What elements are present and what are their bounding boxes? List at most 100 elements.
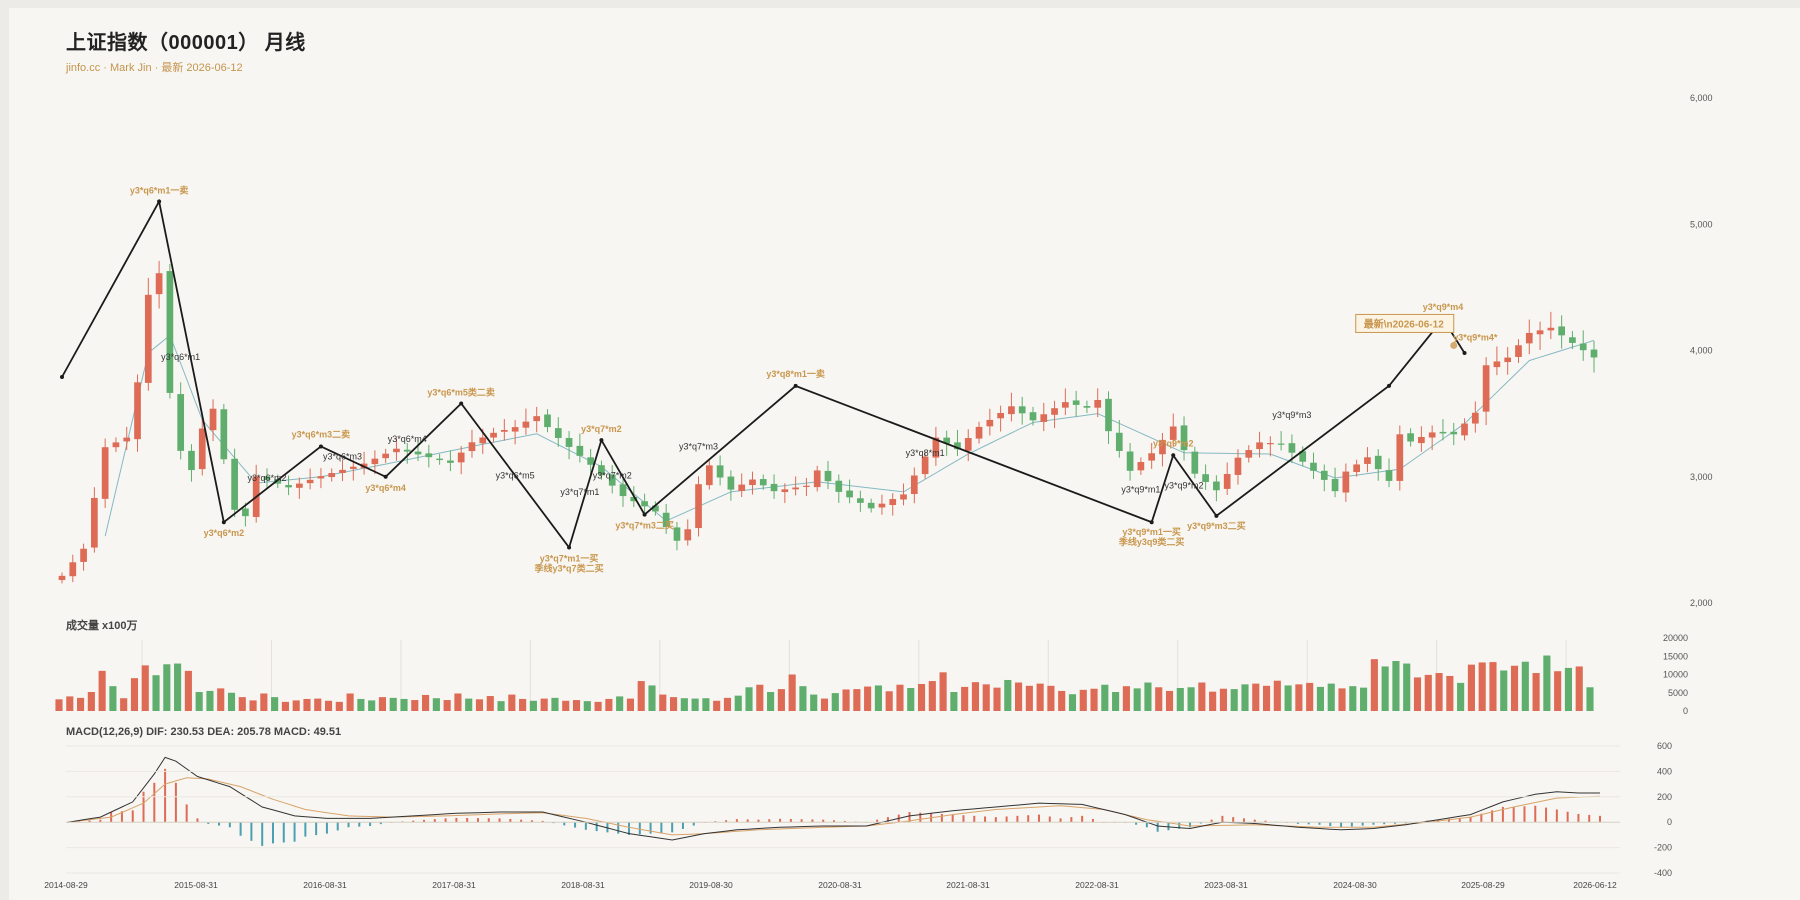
- volume-bar: [1403, 663, 1411, 711]
- candle-body: [1504, 357, 1512, 363]
- volume-bar: [885, 691, 893, 711]
- macd-bar: [1340, 822, 1343, 828]
- candle-body: [188, 450, 195, 471]
- candle-body: [705, 465, 713, 486]
- volume-bar: [1262, 685, 1271, 711]
- candle-body: [662, 512, 670, 527]
- macd-bar: [1329, 822, 1332, 827]
- macd-bar: [1135, 822, 1138, 825]
- candle-body: [1266, 443, 1274, 445]
- date-tick-label: 2021-08-31: [946, 880, 990, 890]
- annotation-label: y3*q7*m3: [679, 441, 718, 451]
- volume-bar: [519, 698, 527, 711]
- candle-body: [1191, 451, 1199, 474]
- volume-bar: [540, 698, 548, 711]
- annotation-label: y3*q6*m3二卖: [292, 428, 351, 439]
- candle-body: [134, 382, 141, 440]
- candle-body: [80, 548, 87, 562]
- macd-bar: [833, 820, 835, 823]
- stroke-vertex: [1462, 351, 1467, 356]
- volume-bar: [907, 688, 915, 711]
- macd-bar: [1566, 811, 1569, 823]
- candle-body: [1482, 365, 1490, 412]
- macd-bar: [1588, 814, 1591, 823]
- annotation-label: y3*q6*m2: [247, 473, 286, 483]
- macd-bar: [293, 822, 296, 842]
- volume-bar: [1198, 682, 1206, 711]
- volume-bar: [55, 699, 63, 711]
- volume-bar: [939, 672, 947, 711]
- candle-body: [1374, 455, 1382, 470]
- candle-body: [1579, 343, 1587, 351]
- macd-bar: [984, 816, 987, 823]
- candle-body: [619, 484, 627, 497]
- volume-bar: [314, 698, 322, 711]
- candle-body: [1493, 361, 1501, 368]
- macd-bar: [261, 822, 264, 846]
- candle-body: [598, 465, 605, 476]
- candle-body: [339, 469, 346, 473]
- candle-body: [1072, 400, 1080, 405]
- candle-body: [1288, 443, 1296, 453]
- candle-body: [1202, 474, 1209, 482]
- macd-bar: [239, 822, 242, 836]
- candle-body: [1105, 398, 1112, 432]
- macd-bar: [131, 810, 134, 823]
- volume-bar: [324, 700, 333, 711]
- macd-bar: [638, 822, 641, 835]
- price-tick-label: 4,000: [1690, 346, 1713, 356]
- volume-tick-label: 20000: [1663, 633, 1688, 643]
- macd-bar: [1059, 818, 1062, 823]
- candlesticks: [58, 260, 1598, 584]
- macd-bar: [282, 822, 285, 843]
- volume-bar: [1457, 682, 1465, 711]
- candle-body: [1525, 332, 1533, 344]
- macd-bar: [1210, 819, 1213, 823]
- candle-body: [803, 485, 810, 487]
- macd-bar: [153, 782, 156, 823]
- macd-bar: [1016, 815, 1019, 823]
- volume-bar: [1058, 690, 1066, 711]
- macd-bar: [250, 822, 253, 841]
- candle-body: [425, 453, 433, 458]
- macd-bar: [800, 819, 803, 823]
- candle-body: [1223, 473, 1231, 489]
- price-tick-label: 6,000: [1690, 93, 1713, 103]
- volume-bar: [1500, 670, 1508, 711]
- macd-bar: [940, 813, 943, 823]
- volume-bar: [594, 701, 602, 711]
- date-tick-label: 2017-08-31: [432, 880, 476, 890]
- volume-tick-label: 10000: [1663, 670, 1688, 680]
- candle-body: [242, 508, 249, 517]
- volume-bar: [486, 696, 494, 711]
- macd-bar: [1232, 817, 1235, 823]
- volume-bar: [260, 693, 268, 711]
- volume-bar: [1575, 666, 1583, 711]
- candle-body: [1418, 436, 1425, 444]
- macd-bar: [617, 822, 620, 834]
- volume-bar: [529, 700, 537, 711]
- volume-bar: [389, 697, 397, 711]
- stroke-vertex: [459, 401, 464, 406]
- macd-panel-title: MACD(12,26,9) DIF: 230.53 DEA: 205.78 MA…: [66, 726, 341, 738]
- annotation-label: y3*q6*m5类二卖: [427, 387, 495, 398]
- candle-body: [1137, 462, 1145, 471]
- volume-bar: [1478, 662, 1486, 711]
- macd-bar: [142, 791, 145, 823]
- candle-body: [1569, 337, 1576, 343]
- macd-bar: [876, 819, 879, 823]
- latest-label: 最新\n2026-06-12: [1364, 317, 1444, 330]
- macd-bar: [1221, 815, 1224, 823]
- volume-bar: [702, 698, 710, 711]
- macd-bar: [1512, 806, 1515, 823]
- volume-bar: [1036, 683, 1044, 711]
- macd-bar: [1242, 818, 1245, 823]
- macd-bar: [714, 821, 717, 823]
- candle-body: [436, 458, 443, 461]
- candle-body: [1320, 470, 1328, 480]
- volume-bar: [87, 692, 95, 711]
- candle-body: [975, 426, 983, 439]
- candle-body: [641, 501, 648, 507]
- candle-body: [306, 479, 314, 484]
- volume-bar: [1306, 682, 1314, 711]
